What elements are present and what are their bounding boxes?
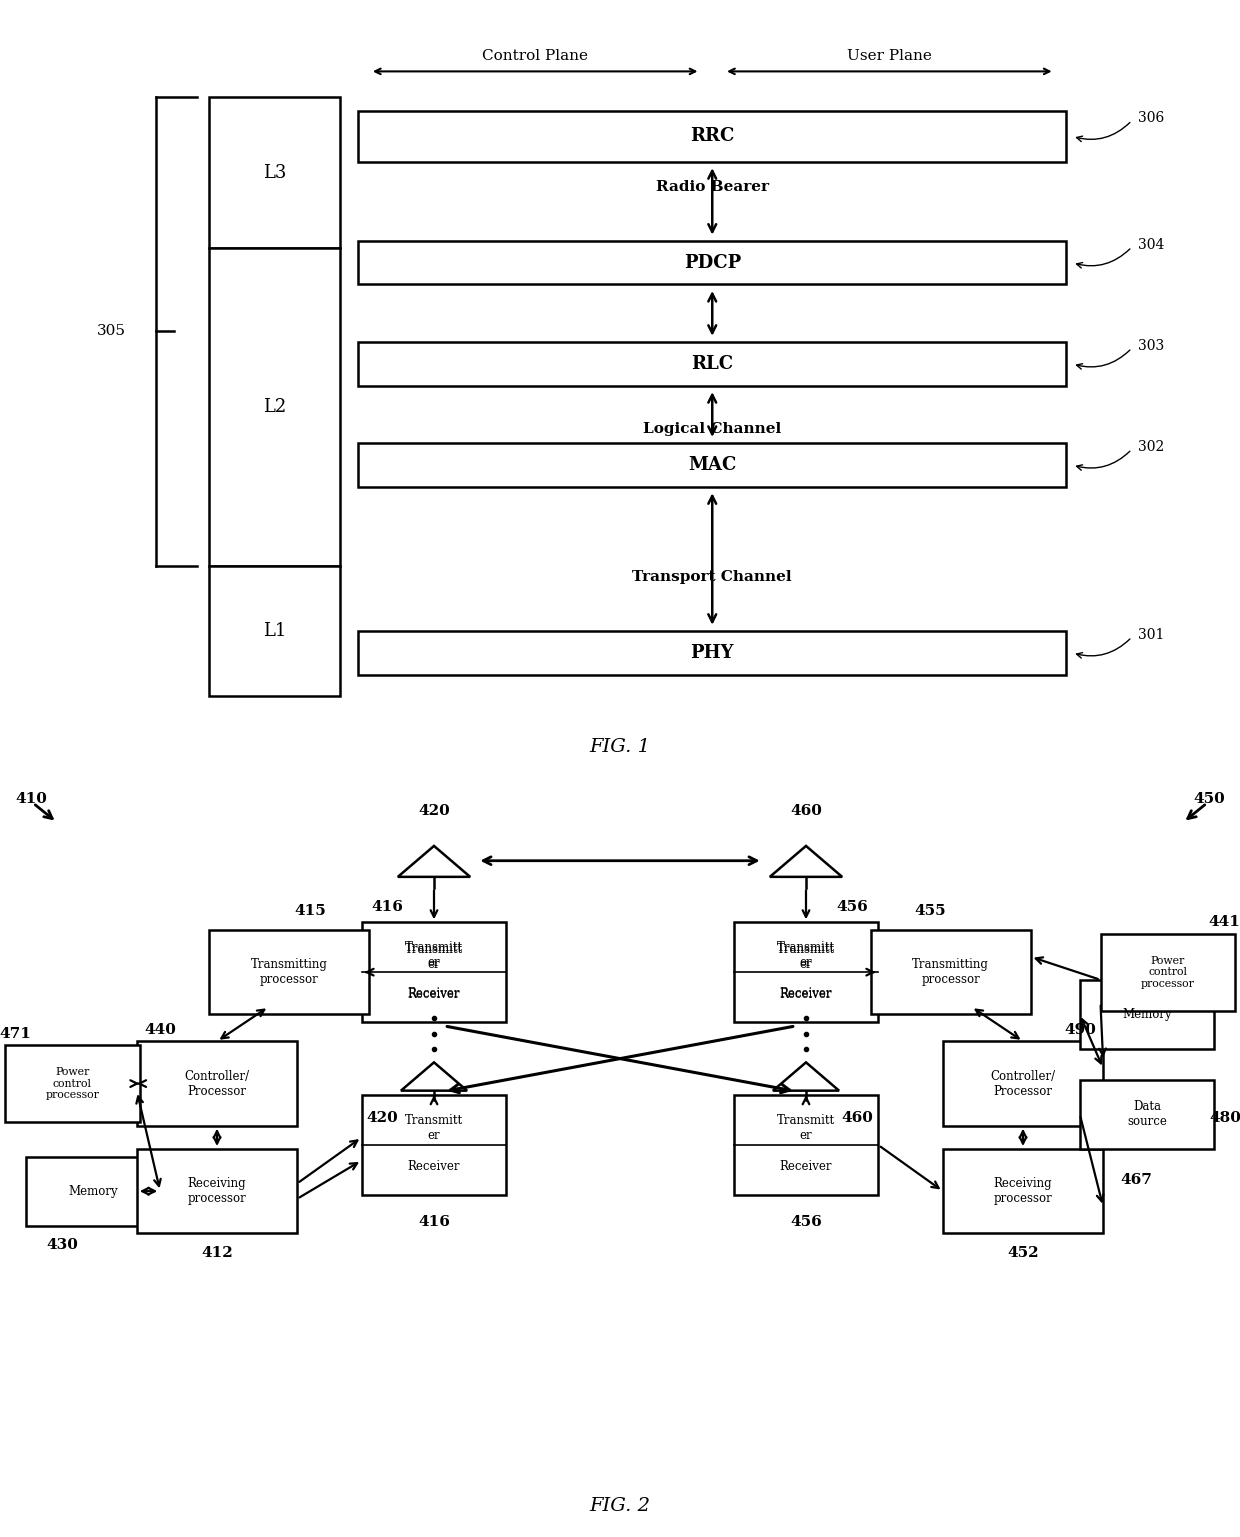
Bar <box>942 1148 1104 1233</box>
Bar <box>210 930 370 1014</box>
Text: Transmitting
processor: Transmitting processor <box>913 958 990 987</box>
Text: 456: 456 <box>790 1214 822 1230</box>
Bar <box>136 1041 298 1125</box>
Bar <box>210 97 340 249</box>
Bar <box>26 1156 160 1227</box>
Text: 305: 305 <box>97 324 126 338</box>
Text: 415: 415 <box>294 904 326 918</box>
Text: Transport Channel: Transport Channel <box>632 570 792 584</box>
Bar <box>5 1045 139 1122</box>
Text: 304: 304 <box>1138 238 1164 252</box>
Bar <box>734 922 878 1022</box>
Text: FIG. 2: FIG. 2 <box>589 1497 651 1515</box>
Text: Receiver: Receiver <box>408 1160 460 1173</box>
Text: L3: L3 <box>263 163 286 181</box>
Text: 430: 430 <box>46 1237 78 1253</box>
Text: 420: 420 <box>418 804 450 818</box>
Text: Transmitt
er: Transmitt er <box>405 1114 463 1142</box>
Text: Logical Channel: Logical Channel <box>644 423 781 437</box>
Bar <box>870 930 1030 1014</box>
Text: 416: 416 <box>372 899 403 915</box>
Text: 440: 440 <box>144 1022 176 1037</box>
Bar <box>942 1041 1104 1125</box>
Text: FIG. 1: FIG. 1 <box>589 738 651 756</box>
Bar <box>210 566 340 696</box>
Text: PHY: PHY <box>691 644 734 662</box>
Text: Transmitt
er: Transmitt er <box>405 941 463 970</box>
Text: 456: 456 <box>837 899 868 915</box>
Text: Data
source: Data source <box>1127 1100 1167 1128</box>
Text: 303: 303 <box>1138 338 1164 354</box>
Bar <box>358 632 1066 675</box>
Text: Transmitt
er: Transmitt er <box>777 941 835 970</box>
Bar <box>358 443 1066 487</box>
Text: Receiver: Receiver <box>408 987 460 1001</box>
Text: 420: 420 <box>367 1111 398 1125</box>
Text: 302: 302 <box>1138 440 1164 453</box>
Text: 412: 412 <box>201 1245 233 1260</box>
Text: 416: 416 <box>418 1214 450 1230</box>
Bar <box>358 111 1066 161</box>
Text: 306: 306 <box>1138 111 1164 126</box>
Bar <box>136 1148 298 1233</box>
Text: 301: 301 <box>1138 627 1164 642</box>
Text: 460: 460 <box>842 1111 874 1125</box>
Text: 471: 471 <box>0 1027 31 1041</box>
Text: PDCP: PDCP <box>683 254 740 272</box>
Bar <box>362 922 506 1022</box>
Text: 410: 410 <box>15 792 47 807</box>
Text: Power
control
processor: Power control processor <box>1141 956 1194 988</box>
Text: Transmitt
er

Receiver: Transmitt er Receiver <box>777 944 835 1001</box>
Text: RRC: RRC <box>691 128 734 146</box>
Text: Memory: Memory <box>1122 1008 1172 1021</box>
Text: 460: 460 <box>790 804 822 818</box>
Bar <box>358 241 1066 284</box>
Bar <box>1101 933 1235 1011</box>
Text: Transmitt
er: Transmitt er <box>777 1114 835 1142</box>
Text: 490: 490 <box>1064 1022 1096 1037</box>
Text: 452: 452 <box>1007 1245 1039 1260</box>
Bar <box>1080 981 1214 1048</box>
Text: L1: L1 <box>263 622 286 641</box>
Bar <box>210 249 340 566</box>
Text: Power
control
processor: Power control processor <box>46 1067 99 1100</box>
Text: Receiving
processor: Receiving processor <box>993 1177 1053 1205</box>
Text: Receiver: Receiver <box>780 987 832 1001</box>
Text: L2: L2 <box>263 398 286 417</box>
Text: Receiver: Receiver <box>780 1160 832 1173</box>
Text: User Plane: User Plane <box>847 49 931 63</box>
Text: 441: 441 <box>1209 915 1240 930</box>
Text: 467: 467 <box>1121 1173 1153 1187</box>
Text: Control Plane: Control Plane <box>482 49 588 63</box>
Bar <box>358 343 1066 386</box>
Text: Controller/
Processor: Controller/ Processor <box>991 1070 1055 1097</box>
Text: 455: 455 <box>914 904 946 918</box>
Text: Transmitt
er

Receiver: Transmitt er Receiver <box>405 944 463 1001</box>
Text: 480: 480 <box>1209 1111 1240 1125</box>
Text: Transmitting
processor: Transmitting processor <box>250 958 327 987</box>
Text: RLC: RLC <box>691 355 733 373</box>
Text: Radio Bearer: Radio Bearer <box>656 180 769 194</box>
Text: Memory: Memory <box>68 1185 118 1197</box>
Bar <box>362 1094 506 1196</box>
Text: Receiving
processor: Receiving processor <box>187 1177 247 1205</box>
Bar <box>734 1094 878 1196</box>
Bar <box>1080 1079 1214 1148</box>
Text: 450: 450 <box>1193 792 1225 807</box>
Text: MAC: MAC <box>688 456 737 473</box>
Text: Controller/
Processor: Controller/ Processor <box>185 1070 249 1097</box>
